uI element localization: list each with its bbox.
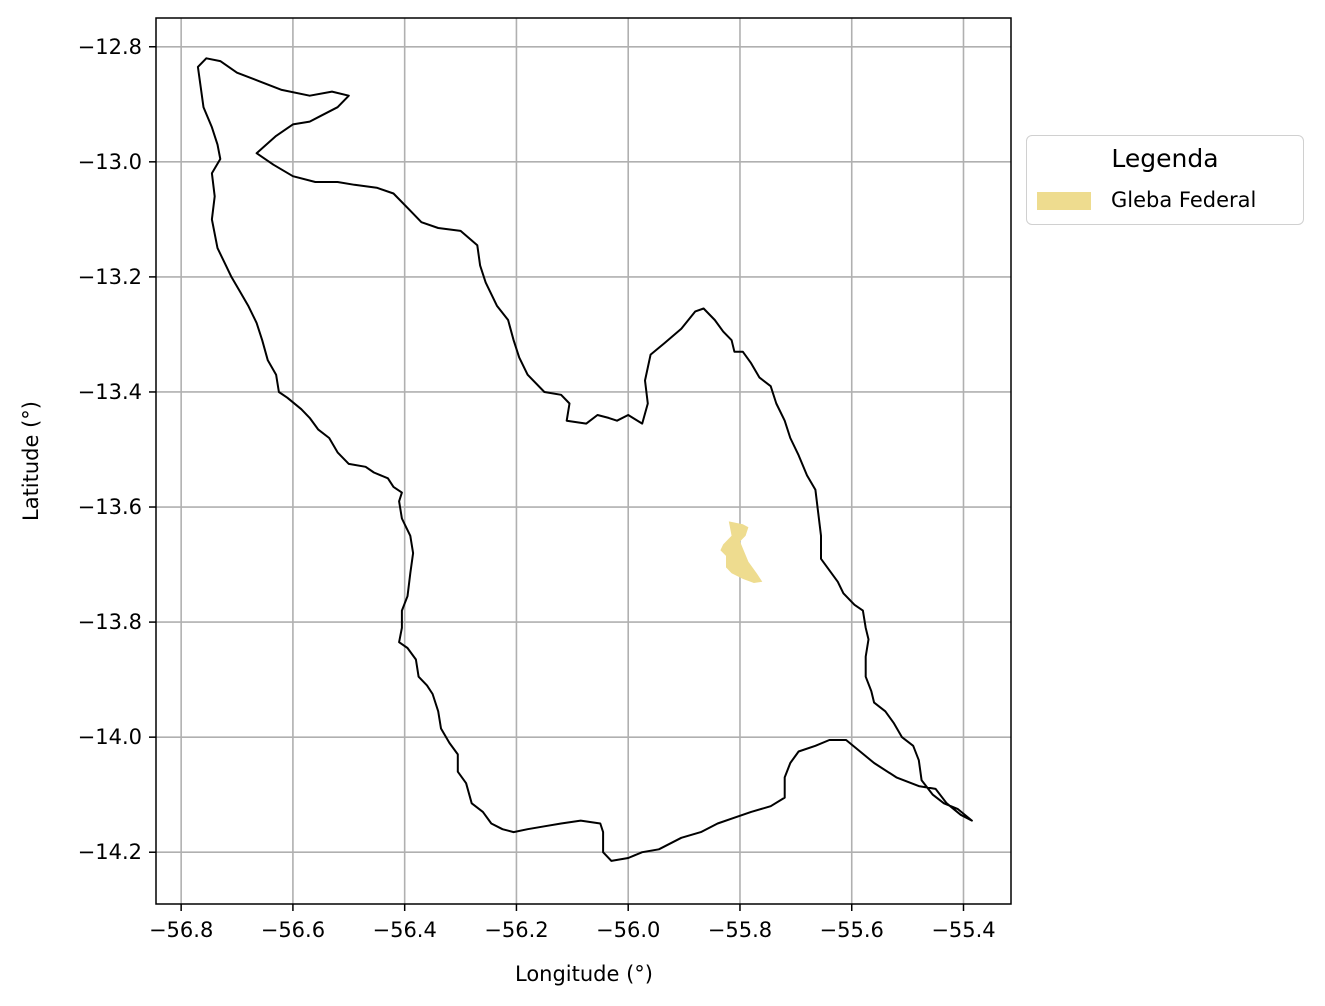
- x-tick-label: −56.6: [261, 918, 325, 942]
- legend-title: Legenda: [1111, 144, 1219, 173]
- plot-frame: [155, 17, 1012, 905]
- axis-ticks: −56.8 −56.6 −56.4 −56.2 −56.0 −55.8 −55.6 −55.4…: [78, 35, 996, 942]
- x-axis-label: Longitude (°): [515, 962, 653, 986]
- x-tick-label: −56.2: [484, 918, 548, 942]
- y-tick-label: −13.2: [78, 265, 142, 289]
- y-tick-label: −13.6: [78, 495, 142, 519]
- y-tick-label: −13.4: [78, 380, 142, 404]
- x-tick-label: −56.4: [372, 918, 436, 942]
- y-tick-label: −13.8: [78, 610, 142, 634]
- plot-background: [156, 18, 1011, 904]
- gridlines: [156, 18, 1011, 904]
- legend-label-gleba-federal: Gleba Federal: [1111, 188, 1257, 212]
- data-layer: [196, 57, 973, 862]
- gleba-federal-polygon: [720, 521, 763, 583]
- y-axis-label: Latitude (°): [19, 401, 43, 521]
- x-tick-label: −55.6: [820, 918, 884, 942]
- y-tick-label: −12.8: [78, 35, 142, 59]
- x-tick-label: −55.4: [931, 918, 995, 942]
- y-tick-label: −14.0: [78, 725, 142, 749]
- y-tick-label: −14.2: [78, 840, 142, 864]
- legend: Legenda Gleba Federal: [1026, 135, 1304, 225]
- x-tick-label: −56.8: [149, 918, 213, 942]
- x-tick-label: −56.0: [596, 918, 660, 942]
- x-tick-label: −55.8: [708, 918, 772, 942]
- boundary-outline: [196, 57, 973, 862]
- y-tick-label: −13.0: [78, 150, 142, 174]
- legend-swatch-gleba-federal: [1037, 192, 1091, 210]
